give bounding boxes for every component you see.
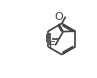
Text: F: F — [48, 41, 55, 51]
Text: F: F — [45, 34, 51, 44]
Text: O: O — [54, 12, 63, 22]
